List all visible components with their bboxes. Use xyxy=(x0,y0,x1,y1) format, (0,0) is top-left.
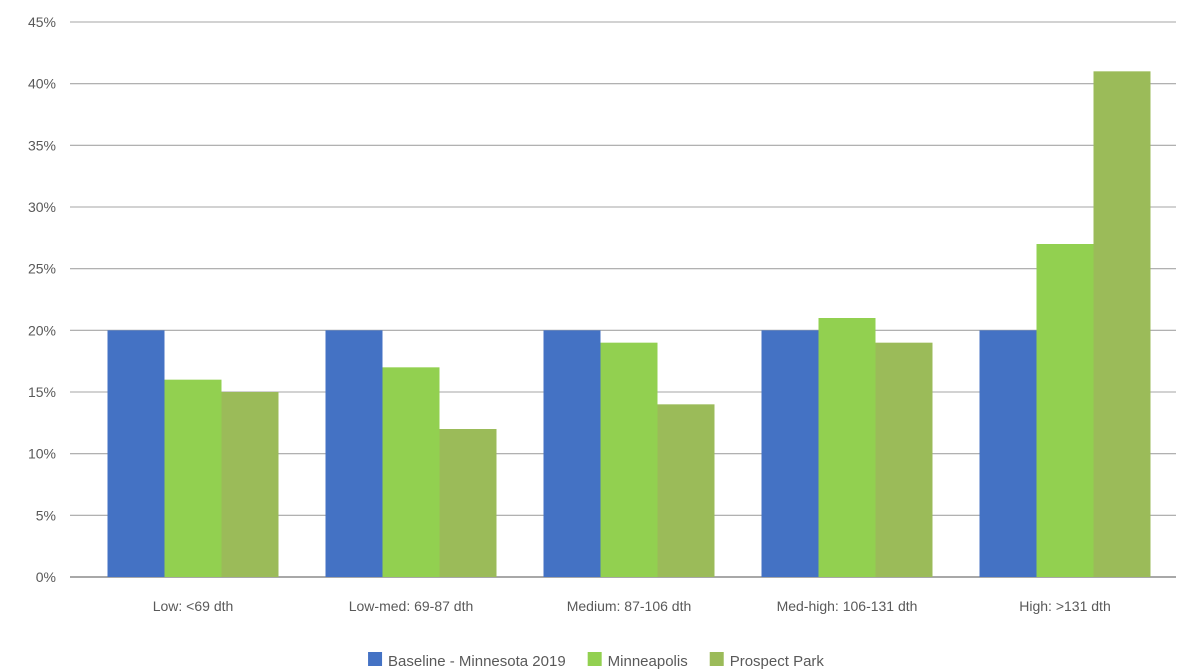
x-tick-label: High: >131 dth xyxy=(1019,598,1110,614)
bar xyxy=(600,342,658,577)
bar xyxy=(875,342,933,577)
bar xyxy=(164,379,222,577)
x-axis-ticks: Low: <69 dth Low-med: 69-87 dth Medium: 87… xyxy=(153,598,1111,614)
bar xyxy=(543,330,601,577)
x-tick-label: Low-med: 69-87 dth xyxy=(349,598,474,614)
bar xyxy=(1036,244,1094,577)
bar xyxy=(1093,71,1151,577)
bar xyxy=(818,318,876,577)
bar xyxy=(439,429,497,577)
x-tick-label: Med-high: 106-131 dth xyxy=(777,598,918,614)
y-tick-label: 30% xyxy=(28,199,56,215)
legend-label: Prospect Park xyxy=(730,653,825,670)
y-tick-label: 20% xyxy=(28,322,56,338)
bar xyxy=(761,330,819,577)
legend-label: Baseline - Minnesota 2019 xyxy=(388,653,566,670)
x-tick-label: Medium: 87-106 dth xyxy=(567,598,692,614)
bar xyxy=(979,330,1037,577)
bar xyxy=(382,367,440,577)
y-axis-ticks: 0% 5% 10% 15% 20% 25% 30% 35% 40% 45% xyxy=(28,14,56,585)
bar xyxy=(107,330,165,577)
y-tick-label: 15% xyxy=(28,384,56,400)
y-tick-label: 10% xyxy=(28,446,56,462)
legend: Baseline - Minnesota 2019 Minneapolis Pros… xyxy=(368,652,824,670)
bars xyxy=(107,71,1151,577)
x-tick-label: Low: <69 dth xyxy=(153,598,234,614)
y-tick-label: 45% xyxy=(28,14,56,30)
y-tick-label: 35% xyxy=(28,137,56,153)
bar xyxy=(325,330,383,577)
legend-swatch xyxy=(368,652,383,666)
legend-swatch xyxy=(587,652,602,666)
y-tick-label: 25% xyxy=(28,261,56,277)
legend-swatch xyxy=(709,652,724,666)
bar xyxy=(657,404,715,577)
y-tick-label: 5% xyxy=(36,507,56,523)
y-tick-label: 40% xyxy=(28,76,56,92)
y-tick-label: 0% xyxy=(36,569,56,585)
legend-label: Minneapolis xyxy=(608,653,688,670)
bar xyxy=(221,392,279,577)
